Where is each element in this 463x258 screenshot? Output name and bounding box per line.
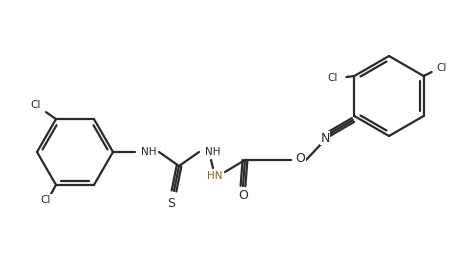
Text: Cl: Cl (41, 195, 51, 205)
Text: O: O (294, 152, 304, 165)
Text: NH: NH (205, 147, 220, 157)
Text: N: N (319, 132, 329, 144)
Text: Cl: Cl (31, 100, 41, 110)
Text: Cl: Cl (326, 73, 337, 83)
Text: Cl: Cl (436, 63, 446, 73)
Text: S: S (167, 198, 175, 211)
Text: O: O (238, 189, 247, 203)
Text: HN: HN (207, 171, 222, 181)
Text: NH: NH (141, 147, 156, 157)
